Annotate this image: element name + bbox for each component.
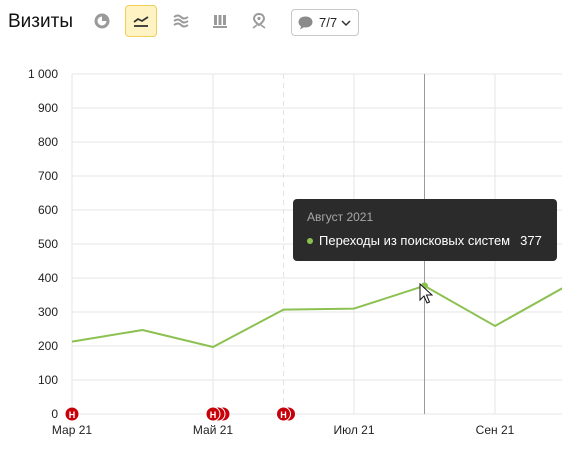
pie-chart-icon [94, 13, 110, 29]
x-tick-label: Сен 21 [476, 423, 515, 437]
chart-title: Визиты [8, 11, 73, 32]
notes-dropdown[interactable]: 7/7 [291, 9, 359, 36]
y-tick-label: 300 [38, 305, 58, 319]
note-marker: Н [205, 406, 231, 422]
y-tick-label: 400 [38, 271, 58, 285]
series-color-dot [307, 237, 313, 244]
bar-chart-icon [213, 15, 227, 28]
area-chart-button[interactable] [165, 5, 197, 37]
map-button[interactable] [243, 5, 275, 37]
series-line [71, 284, 562, 349]
note-marker: Н [276, 406, 296, 422]
line-chart-button[interactable] [125, 5, 157, 37]
x-tick-label: Мар 21 [52, 423, 92, 437]
chart-tooltip: Август 2021 Переходы из поисковых систем… [293, 199, 557, 261]
y-tick-label: 900 [38, 101, 58, 115]
pie-chart-button[interactable] [86, 5, 118, 37]
y-tick-label: 700 [38, 169, 58, 183]
note-marker-circle [276, 406, 291, 422]
area-chart-icon [173, 14, 189, 28]
note-marker-circle [64, 406, 80, 422]
chevron-down-icon [341, 19, 351, 26]
note-marker-label: Н [69, 410, 76, 420]
tooltip-value: 377 [520, 233, 542, 248]
x-tick-label: Май 21 [193, 423, 234, 437]
map-pin-icon [252, 12, 266, 29]
line-chart-icon [133, 16, 149, 27]
mouse-pointer-icon [419, 283, 433, 304]
tooltip-title: Август 2021 [307, 210, 374, 224]
note-marker-label: Н [210, 410, 217, 420]
y-tick-label: 600 [38, 203, 58, 217]
y-tick-label: 0 [51, 407, 58, 421]
note-marker: Н [64, 406, 80, 422]
tooltip-series-name: Переходы из поисковых систем [319, 233, 511, 248]
y-tick-label: 800 [38, 135, 58, 149]
notes-count: 7/7 [319, 15, 338, 30]
y-tick-label: 100 [38, 373, 58, 387]
bar-chart-button[interactable] [204, 5, 236, 37]
y-tick-label: 500 [38, 237, 58, 251]
comment-icon [298, 16, 313, 29]
note-marker-label: Н [280, 410, 287, 420]
y-tick-label: 200 [38, 339, 58, 353]
y-tick-label: 1 000 [28, 67, 58, 81]
x-tick-label: Июл 21 [333, 423, 374, 437]
chart-toolbar: Визиты [0, 0, 562, 46]
note-marker-circle [205, 406, 221, 422]
